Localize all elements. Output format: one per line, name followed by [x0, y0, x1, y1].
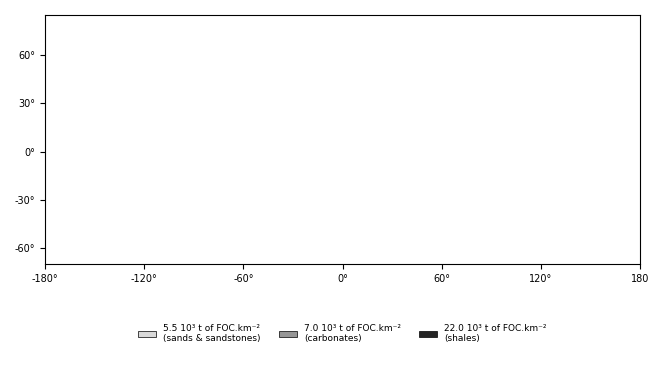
Legend: 5.5 10³ t of FOC.km⁻²
(sands & sandstones), 7.0 10³ t of FOC.km⁻²
(carbonates), : 5.5 10³ t of FOC.km⁻² (sands & sandstone…	[134, 320, 550, 347]
